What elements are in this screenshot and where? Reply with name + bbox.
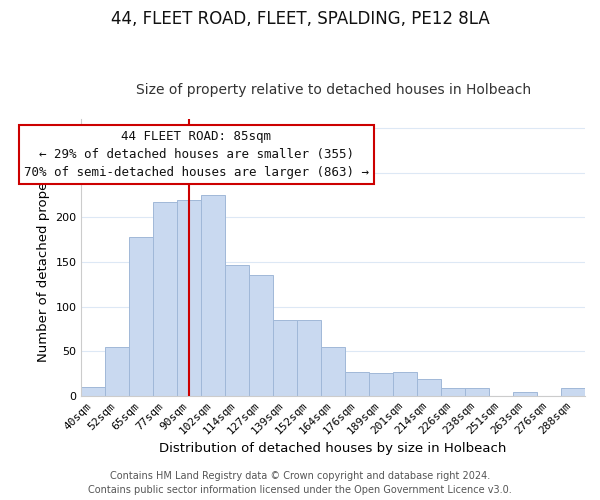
Bar [441, 388, 465, 396]
Text: 44, FLEET ROAD, FLEET, SPALDING, PE12 8LA: 44, FLEET ROAD, FLEET, SPALDING, PE12 8L… [110, 10, 490, 28]
Bar [153, 202, 177, 396]
Bar [81, 387, 105, 396]
Y-axis label: Number of detached properties: Number of detached properties [37, 152, 50, 362]
Bar [513, 392, 537, 396]
Text: Contains HM Land Registry data © Crown copyright and database right 2024.
Contai: Contains HM Land Registry data © Crown c… [88, 471, 512, 495]
Bar [249, 276, 273, 396]
Bar [345, 372, 369, 396]
Bar [201, 195, 225, 396]
Bar [417, 379, 441, 396]
Bar [321, 347, 345, 396]
X-axis label: Distribution of detached houses by size in Holbeach: Distribution of detached houses by size … [160, 442, 507, 455]
Bar [177, 200, 201, 396]
Bar [273, 320, 297, 396]
Bar [129, 237, 153, 396]
Bar [297, 320, 321, 396]
Text: 44 FLEET ROAD: 85sqm
← 29% of detached houses are smaller (355)
70% of semi-deta: 44 FLEET ROAD: 85sqm ← 29% of detached h… [24, 130, 369, 178]
Bar [465, 388, 489, 396]
Title: Size of property relative to detached houses in Holbeach: Size of property relative to detached ho… [136, 83, 530, 97]
Bar [105, 347, 129, 396]
Bar [225, 264, 249, 396]
Bar [561, 388, 585, 396]
Bar [393, 372, 417, 396]
Bar [369, 372, 393, 396]
